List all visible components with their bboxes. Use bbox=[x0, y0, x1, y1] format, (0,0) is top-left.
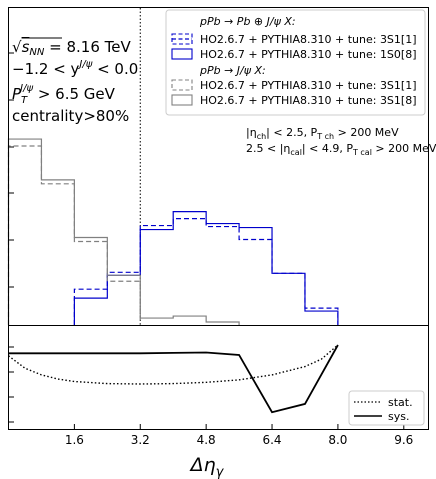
x-tick-label: 4.8 bbox=[197, 433, 216, 447]
x-tick-label: 1.6 bbox=[65, 433, 84, 447]
legend-swatch-3 bbox=[171, 79, 193, 91]
legend-top: pPb → Pb ⊕ J/ψ X: HO2.6.7 + PYTHIA8.310 … bbox=[165, 9, 426, 116]
legend-label-4: HO2.6.7 + PYTHIA8.310 + tune: 3S1[8] bbox=[200, 94, 417, 107]
x-tick-label: 6.4 bbox=[262, 433, 281, 447]
legend-label-3: HO2.6.7 + PYTHIA8.310 + tune: 3S1[1] bbox=[200, 79, 417, 92]
annotation-centrality: centrality>80% bbox=[12, 107, 129, 125]
annotation-pt: PTJ/ψ > 6.5 GeV bbox=[12, 83, 116, 106]
legend-header-2: pPb → J/ψ X: bbox=[199, 64, 266, 77]
legend-swatch-4 bbox=[171, 94, 193, 106]
legend-label-2: HO2.6.7 + PYTHIA8.310 + tune: 1S0[8] bbox=[200, 48, 417, 61]
legend-top-box bbox=[165, 9, 426, 116]
legend-bottom: stat. sys. bbox=[348, 390, 425, 426]
bottom-x-tick-labels: 1.6 3.2 4.8 6.4 8.0 9.6 bbox=[65, 424, 413, 447]
bottom-panel-ticks bbox=[8, 346, 14, 423]
bottom-panel-frame bbox=[8, 325, 429, 430]
legend-sys-label: sys. bbox=[388, 410, 409, 423]
series-gray-solid bbox=[7, 138, 240, 325]
series-stat bbox=[8, 344, 339, 385]
series-gray-dashed bbox=[7, 145, 141, 325]
annotation-energy: √sNN = 8.16 TeV bbox=[12, 38, 131, 58]
annotation-eta-cal: 2.5 < |ηcal| < 4.9, PT cal > 200 MeV bbox=[246, 142, 436, 157]
annotation-rapidity: −1.2 < yJ/ψ < 0.0 bbox=[12, 59, 138, 78]
x-axis-label: Δηγ bbox=[189, 454, 225, 479]
legend-label-1: HO2.6.7 + PYTHIA8.310 + tune: 3S1[1] bbox=[200, 33, 417, 46]
x-tick-label: 8.0 bbox=[328, 433, 347, 447]
legend-bottom-box bbox=[348, 390, 425, 426]
bottom-panel: 1.6 3.2 4.8 6.4 8.0 9.6 Δηγ stat. sys. bbox=[8, 325, 429, 479]
bottom-series-group bbox=[8, 344, 339, 414]
series-sys bbox=[8, 344, 339, 414]
legend-header-1: pPb → Pb ⊕ J/ψ X: bbox=[199, 15, 296, 28]
x-tick-label: 9.6 bbox=[394, 433, 413, 447]
annotation-eta-ch: |ηch| < 2.5, PT ch > 200 MeV bbox=[246, 126, 399, 141]
legend-swatch-2 bbox=[171, 48, 193, 60]
top-panel-ticks bbox=[8, 52, 14, 288]
legend-stat-label: stat. bbox=[388, 396, 413, 409]
legend-swatch-1-box bbox=[171, 33, 193, 45]
x-tick-label: 3.2 bbox=[131, 433, 150, 447]
top-series-group bbox=[7, 138, 339, 325]
